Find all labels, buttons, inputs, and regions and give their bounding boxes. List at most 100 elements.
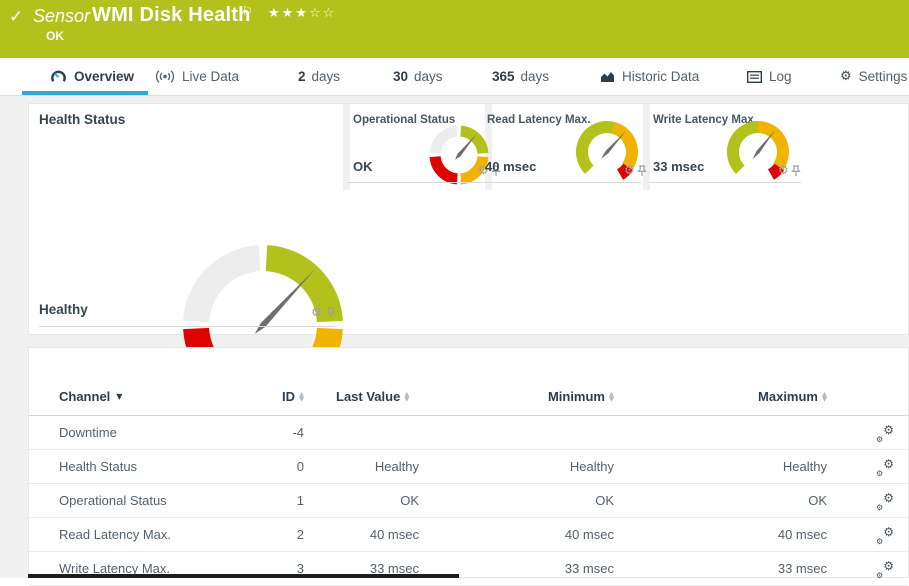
health-status-title: Health Status — [39, 112, 126, 127]
channel-last-value: 40 msec — [369, 527, 419, 542]
write-latency-title: Write Latency Max. — [653, 114, 757, 126]
gear-icon[interactable]: ⚙ — [624, 163, 635, 177]
object-type-label: Sensor — [33, 6, 91, 26]
tab-2-days-unit: days — [311, 69, 341, 84]
channel-id: 2 — [296, 527, 304, 542]
channel-name: Read Latency Max. — [59, 527, 172, 542]
channel-maximum: 40 msec — [777, 527, 827, 542]
channel-settings-gears-icon[interactable]: ⚙ ⚙ — [876, 490, 894, 512]
channel-maximum: 33 msec — [777, 561, 827, 576]
tab-overview-label: Overview — [74, 69, 135, 84]
column-header-last-value[interactable]: Last Value ▲ ▼ — [304, 389, 419, 404]
gear-icon[interactable]: ⚙ — [778, 163, 789, 177]
channel-maximum: OK — [808, 493, 827, 508]
tab-365-days[interactable]: 365 days — [492, 58, 549, 95]
table-row-read-latency[interactable]: Read Latency Max. 2 40 msec 40 msec 40 m… — [29, 518, 908, 552]
read-latency-title: Read Latency Max. — [487, 114, 591, 126]
channel-last-value: OK — [400, 493, 419, 508]
operational-status-value: OK — [353, 159, 373, 174]
gauge-needle — [455, 134, 477, 160]
gauge-needle — [254, 269, 315, 334]
channel-table-panel: Channel ▼ ID ▲ ▼ Last Value ▲ ▼ Minimum ▲ ▼… — [28, 347, 909, 586]
channel-settings-gears-icon[interactable]: ⚙ ⚙ — [876, 456, 894, 478]
pin-icon[interactable] — [491, 164, 501, 182]
column-label: Maximum — [758, 389, 818, 404]
tab-log[interactable]: Log — [747, 58, 792, 95]
tab-365-days-unit: days — [520, 69, 550, 84]
table-row-write-latency[interactable]: Write Latency Max. 3 33 msec 33 msec 33 … — [29, 552, 908, 586]
tab-live-data[interactable]: Live Data — [155, 58, 239, 95]
sensor-header: ✓ Sensor WMI Disk Health ⚐ ★★★☆☆ OK — [0, 0, 909, 58]
pin-icon[interactable] — [637, 164, 647, 182]
channel-settings-gears-icon[interactable]: ⚙ ⚙ — [876, 524, 894, 546]
channel-minimum: Healthy — [569, 459, 614, 474]
gear-icon: ⚙ — [840, 69, 852, 84]
gear-icon[interactable]: ⚙ — [311, 305, 322, 319]
channel-name: Operational Status — [59, 493, 167, 508]
channel-last-value: Healthy — [374, 459, 419, 474]
channel-minimum: 33 msec — [564, 561, 614, 576]
read-latency-value: 40 msec — [485, 159, 537, 174]
log-list-icon — [747, 70, 762, 83]
channel-maximum: Healthy — [782, 459, 827, 474]
sort-icon: ▲ ▼ — [299, 389, 304, 403]
tab-30-days[interactable]: 30 days — [393, 58, 443, 95]
read-latency-gauge — [576, 121, 638, 180]
gear-icon[interactable]: ⚙ — [478, 163, 489, 177]
sort-icon: ▲ ▼ — [822, 389, 827, 403]
divider — [343, 104, 350, 190]
channel-last-value: 33 msec — [369, 561, 419, 576]
divider — [643, 104, 650, 190]
health-status-value: Healthy — [39, 302, 88, 317]
column-label: Minimum — [547, 389, 605, 404]
tab-historic-data[interactable]: Historic Data — [600, 58, 699, 95]
column-header-maximum[interactable]: Maximum ▲ ▼ — [614, 389, 827, 404]
status-badge: OK — [46, 29, 64, 43]
pin-icon[interactable] — [326, 306, 336, 324]
channel-minimum: OK — [595, 493, 614, 508]
tab-2-days[interactable]: 2 days — [298, 58, 340, 95]
tab-settings[interactable]: ⚙ Settings — [840, 58, 907, 95]
table-row-operational-status[interactable]: Operational Status 1 OK OK OK ⚙ ⚙ — [29, 484, 908, 518]
column-label: Last Value — [336, 389, 401, 404]
table-row-health-status[interactable]: Health Status 0 Healthy Healthy Healthy … — [29, 450, 908, 484]
channel-settings-gears-icon[interactable]: ⚙ ⚙ — [876, 422, 894, 444]
column-header-channel[interactable]: Channel ▼ — [29, 389, 264, 404]
divider — [485, 182, 641, 183]
sort-icon: ▲ ▼ — [609, 389, 614, 403]
divider — [347, 182, 497, 183]
operational-status-title: Operational Status — [353, 114, 456, 126]
area-chart-icon — [600, 70, 615, 83]
tab-30-days-number: 30 — [393, 69, 409, 84]
channel-settings-gears-icon[interactable]: ⚙ ⚙ — [876, 558, 894, 580]
channel-id: 3 — [296, 561, 304, 576]
column-label: Channel — [59, 389, 111, 404]
priority-stars[interactable]: ★★★☆☆ — [268, 6, 337, 21]
channel-id: 1 — [296, 493, 304, 508]
tab-bar: Overview Live Data 2 days 30 days 365 da… — [0, 58, 909, 96]
gauge-icon — [50, 69, 67, 84]
flag-icon[interactable]: ⚐ — [242, 4, 253, 18]
gauge-needle — [601, 131, 626, 159]
tab-365-days-number: 365 — [492, 69, 515, 84]
column-header-minimum[interactable]: Minimum ▲ ▼ — [419, 389, 614, 404]
channel-minimum: 40 msec — [564, 527, 614, 542]
clipped-next-panel-edge — [28, 574, 459, 578]
column-label: ID — [282, 389, 295, 404]
write-latency-value: 33 msec — [653, 159, 705, 174]
gauges-panel: Health Status Healthy ⚙ Operational Stat… — [28, 103, 909, 405]
status-check-icon: ✓ — [9, 7, 24, 27]
tab-overview[interactable]: Overview — [50, 58, 134, 95]
table-row-downtime[interactable]: Downtime -4 ⚙ ⚙ — [29, 416, 908, 450]
tab-30-days-unit: days — [414, 69, 443, 84]
broadcast-icon — [155, 70, 175, 83]
channel-id: 0 — [296, 459, 304, 474]
operational-status-gauge — [429, 125, 489, 185]
sort-icon: ▲ ▼ — [404, 389, 410, 403]
pin-icon[interactable] — [791, 164, 801, 182]
channel-name: Write Latency Max. — [59, 561, 171, 576]
tab-log-label: Log — [769, 69, 792, 84]
column-header-id[interactable]: ID ▲ ▼ — [264, 389, 304, 404]
table-header-row: Channel ▼ ID ▲ ▼ Last Value ▲ ▼ Minimum ▲ ▼… — [29, 378, 908, 416]
tab-2-days-number: 2 — [298, 69, 306, 84]
